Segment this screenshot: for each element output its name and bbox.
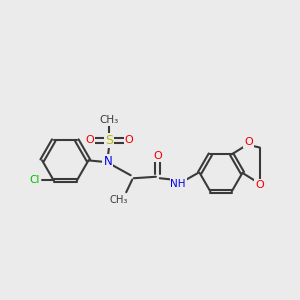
Text: O: O bbox=[244, 137, 253, 148]
Text: O: O bbox=[125, 136, 134, 146]
Text: O: O bbox=[255, 180, 264, 190]
Text: N: N bbox=[103, 155, 112, 168]
Text: NH: NH bbox=[170, 178, 186, 189]
Text: Cl: Cl bbox=[29, 176, 40, 185]
Text: O: O bbox=[153, 151, 162, 161]
Text: CH₃: CH₃ bbox=[100, 115, 119, 125]
Text: S: S bbox=[105, 134, 113, 147]
Text: CH₃: CH₃ bbox=[110, 195, 128, 205]
Text: O: O bbox=[85, 136, 94, 146]
